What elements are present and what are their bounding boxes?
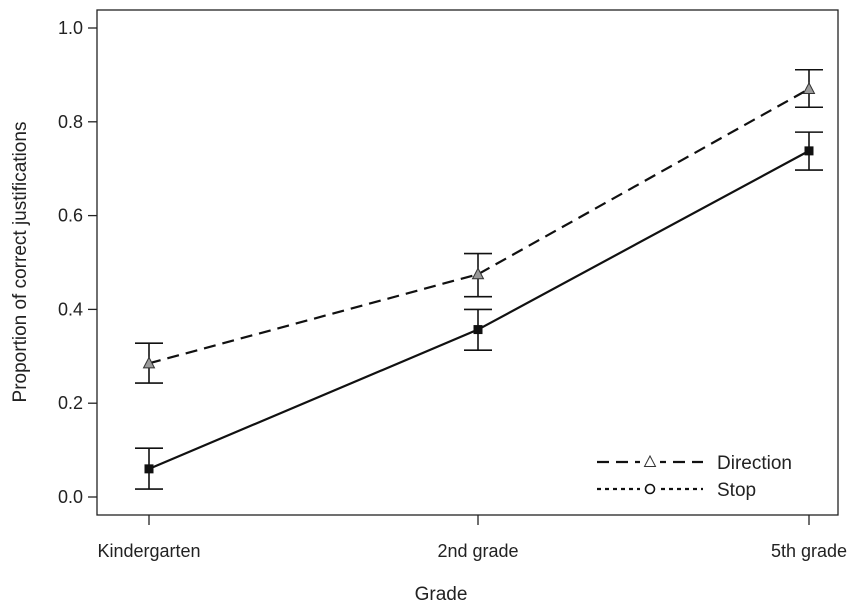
data-point xyxy=(142,356,156,369)
data-point xyxy=(471,267,485,280)
x-tick-label: 5th grade xyxy=(771,541,847,561)
y-tick-label: 0.4 xyxy=(58,299,83,319)
x-tick-label: Kindergarten xyxy=(97,541,200,561)
series-line xyxy=(148,88,810,365)
data-point xyxy=(802,81,816,94)
data-point xyxy=(473,325,483,335)
y-tick-label: 0.8 xyxy=(58,112,83,132)
data-point xyxy=(144,464,154,474)
series-2 xyxy=(135,131,823,490)
x-axis: Kindergarten 2nd grade 5th grade xyxy=(97,515,847,561)
x-tick-label: 2nd grade xyxy=(437,541,518,561)
legend-marker xyxy=(644,483,656,495)
y-tick-label: 1.0 xyxy=(58,18,83,38)
legend-label: Direction xyxy=(717,453,792,474)
y-axis-title: Proportion of correct justifications xyxy=(10,122,31,403)
legend-marker xyxy=(643,454,657,467)
legend-label: Stop xyxy=(717,480,756,501)
y-tick-label: 0.2 xyxy=(58,393,83,413)
legend-item: Direction xyxy=(597,453,792,474)
legend: Direction Stop xyxy=(597,453,792,501)
x-axis-title: Grade xyxy=(415,584,468,605)
series-layer xyxy=(135,68,823,490)
series-1 xyxy=(135,68,823,384)
legend-item: Stop xyxy=(597,480,756,501)
data-point xyxy=(804,146,814,156)
plot-frame xyxy=(96,9,839,516)
y-tick-label: 0.6 xyxy=(58,206,83,226)
y-tick-label: 0.0 xyxy=(58,487,83,507)
y-axis: 0.0 0.2 0.4 0.6 0.8 1.0 xyxy=(58,18,97,507)
